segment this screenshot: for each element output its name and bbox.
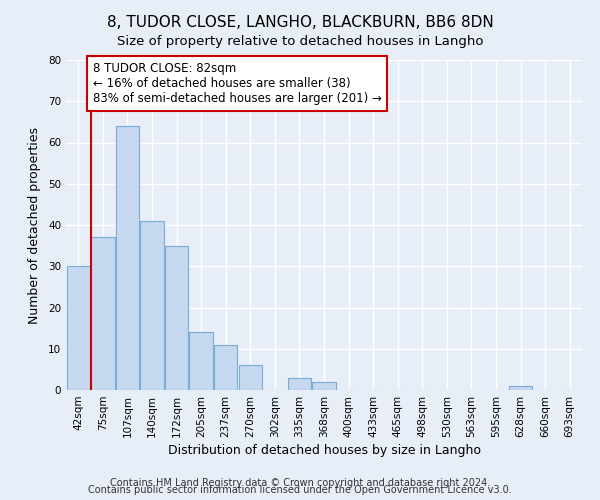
Bar — [190, 332, 213, 390]
Y-axis label: Number of detached properties: Number of detached properties — [28, 126, 41, 324]
Bar — [313, 382, 335, 390]
Bar — [214, 344, 238, 390]
Text: 8, TUDOR CLOSE, LANGHO, BLACKBURN, BB6 8DN: 8, TUDOR CLOSE, LANGHO, BLACKBURN, BB6 8… — [107, 15, 493, 30]
Bar — [165, 246, 188, 390]
Bar — [116, 126, 139, 390]
Bar — [67, 266, 90, 390]
Text: Contains HM Land Registry data © Crown copyright and database right 2024.: Contains HM Land Registry data © Crown c… — [110, 478, 490, 488]
Text: 8 TUDOR CLOSE: 82sqm
← 16% of detached houses are smaller (38)
83% of semi-detac: 8 TUDOR CLOSE: 82sqm ← 16% of detached h… — [92, 62, 382, 105]
Bar — [288, 378, 311, 390]
X-axis label: Distribution of detached houses by size in Langho: Distribution of detached houses by size … — [167, 444, 481, 457]
Text: Size of property relative to detached houses in Langho: Size of property relative to detached ho… — [117, 35, 483, 48]
Bar — [140, 221, 164, 390]
Bar — [91, 238, 115, 390]
Bar — [509, 386, 532, 390]
Bar — [239, 365, 262, 390]
Text: Contains public sector information licensed under the Open Government Licence v3: Contains public sector information licen… — [88, 485, 512, 495]
